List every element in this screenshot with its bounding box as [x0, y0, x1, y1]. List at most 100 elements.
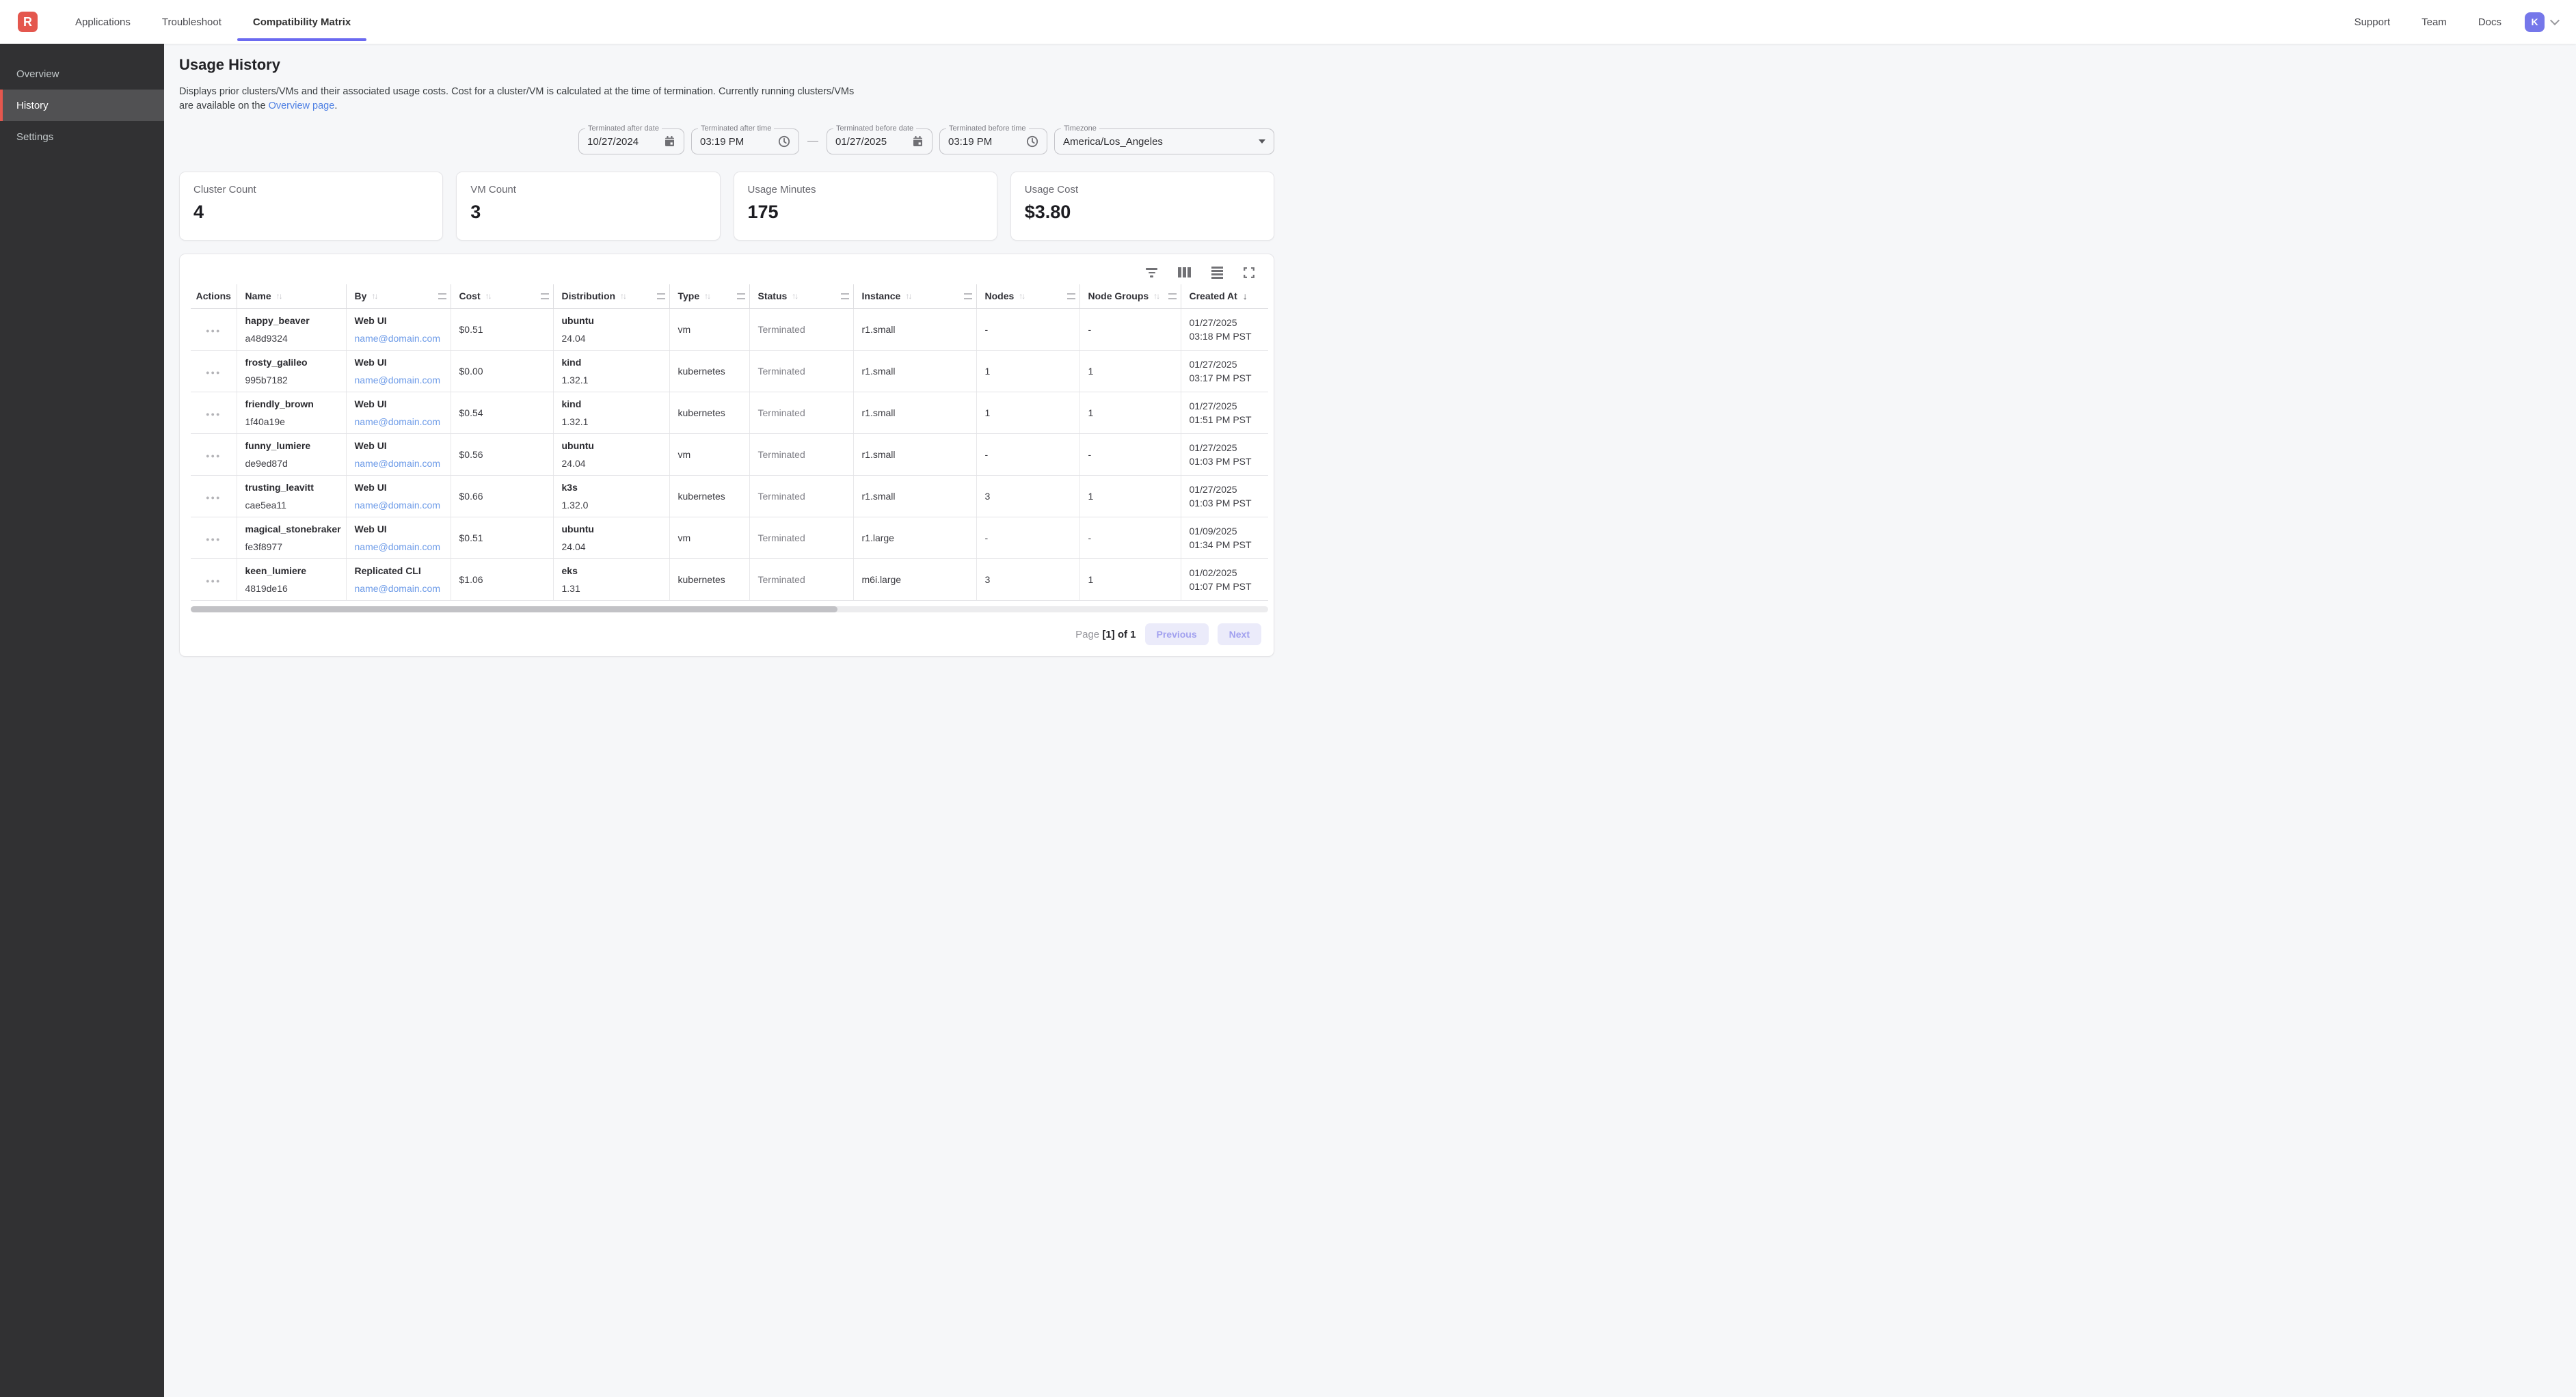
fullscreen-icon[interactable] [1244, 267, 1255, 278]
column-header-created-at[interactable]: Created At ↓ [1181, 284, 1268, 309]
avatar[interactable]: K [2525, 12, 2545, 32]
row-actions-kebab-button[interactable]: ●●● [206, 494, 222, 501]
column-menu-icon[interactable] [438, 293, 446, 299]
nav-right: Support Team Docs K [2323, 12, 2560, 32]
column-menu-icon[interactable] [540, 293, 549, 299]
sort-icon[interactable]: ↑↓ [905, 291, 912, 301]
status-cell: Terminated [749, 433, 854, 476]
sort-desc-icon[interactable]: ↓ [1242, 290, 1248, 302]
next-page-button[interactable]: Next [1217, 623, 1261, 645]
tab-applications[interactable]: Applications [75, 16, 131, 28]
stat-value: 4 [193, 202, 204, 222]
by-email-link[interactable]: name@domain.com [354, 458, 441, 469]
actions-cell: ●●● [191, 433, 237, 476]
sort-icon[interactable]: ↑↓ [620, 291, 627, 301]
by-email-link[interactable]: name@domain.com [354, 500, 441, 511]
clock-icon[interactable] [778, 135, 790, 148]
row-actions-kebab-button[interactable]: ●●● [206, 536, 222, 543]
by-source: Web UI [354, 398, 387, 409]
distribution-name: ubuntu [561, 440, 594, 451]
cost-cell: $0.56 [451, 433, 554, 476]
row-actions-kebab-button[interactable]: ●●● [206, 578, 222, 584]
replicated-logo[interactable]: R [18, 12, 38, 32]
distribution-version: 24.04 [561, 458, 586, 469]
created-at-cell: 01/09/2025 01:34 PM PST [1181, 517, 1268, 559]
by-email-link[interactable]: name@domain.com [354, 416, 441, 427]
created-date: 01/27/2025 [1189, 401, 1237, 411]
tab-compatibility-matrix[interactable]: Compatibility Matrix [237, 0, 367, 44]
sort-icon[interactable]: ↑↓ [371, 291, 378, 301]
sort-icon[interactable]: ↑↓ [1153, 291, 1160, 301]
sidebar-item-overview[interactable]: Overview [16, 68, 59, 80]
by-email-link[interactable]: name@domain.com [354, 541, 441, 552]
sidebar-item-settings[interactable]: Settings [16, 131, 54, 143]
sort-icon[interactable]: ↑↓ [792, 291, 799, 301]
stat-value: $3.80 [1024, 202, 1071, 222]
terminated-before-date-input[interactable]: Terminated before date 01/27/2025 [827, 124, 933, 154]
timezone-select[interactable]: Timezone America/Los_Angeles [1054, 124, 1274, 154]
columns-icon[interactable] [1178, 267, 1191, 278]
clock-icon[interactable] [1026, 135, 1038, 148]
instance-cell: m6i.large [853, 558, 977, 601]
column-header-by[interactable]: By ↑↓ [346, 284, 451, 309]
by-email-link[interactable]: name@domain.com [354, 583, 441, 594]
column-menu-icon[interactable] [656, 293, 665, 299]
field-label: Timezone [1061, 124, 1099, 133]
sort-icon[interactable]: ↑↓ [276, 291, 283, 301]
column-menu-icon[interactable] [1168, 293, 1177, 299]
by-email-link[interactable]: name@domain.com [354, 333, 441, 344]
nav-link-team[interactable]: Team [2421, 16, 2447, 28]
sort-icon[interactable]: ↑↓ [485, 291, 492, 301]
created-time: 03:18 PM PST [1189, 331, 1252, 342]
nodes-cell: - [976, 517, 1080, 559]
column-menu-icon[interactable] [963, 293, 972, 299]
nav-link-docs[interactable]: Docs [2478, 16, 2501, 28]
type-cell: vm [669, 433, 750, 476]
density-icon[interactable] [1211, 267, 1223, 279]
name-cell: friendly_brown 1f40a19e [237, 392, 347, 434]
column-header-cost[interactable]: Cost ↑↓ [451, 284, 554, 309]
terminated-after-time-input[interactable]: Terminated after time 03:19 PM [691, 124, 799, 154]
by-source: Web UI [354, 315, 387, 326]
column-menu-icon[interactable] [840, 293, 849, 299]
sort-icon[interactable]: ↑↓ [704, 291, 711, 301]
horizontal-scrollbar-thumb[interactable] [191, 606, 837, 612]
column-menu-icon[interactable] [736, 293, 745, 299]
row-actions-kebab-button[interactable]: ●●● [206, 411, 222, 418]
column-header-nodes[interactable]: Nodes ↑↓ [976, 284, 1080, 309]
column-header-name[interactable]: Name ↑↓ [237, 284, 347, 309]
row-actions-kebab-button[interactable]: ●●● [206, 452, 222, 459]
filter-icon[interactable] [1146, 268, 1157, 277]
dropdown-caret-icon[interactable] [1259, 139, 1265, 144]
horizontal-scrollbar-track[interactable] [191, 606, 1268, 612]
by-source: Web UI [354, 440, 387, 451]
sort-icon[interactable]: ↑↓ [1019, 291, 1025, 301]
cost-cell: $0.66 [451, 475, 554, 517]
sidebar-item-history[interactable]: History [0, 90, 164, 121]
overview-page-link[interactable]: Overview page [268, 100, 335, 111]
column-menu-icon[interactable] [1066, 293, 1075, 299]
node-groups-cell: 1 [1079, 392, 1181, 434]
chevron-down-icon[interactable] [2549, 15, 2560, 26]
name-cell: keen_lumiere 4819de16 [237, 558, 347, 601]
nav-link-support[interactable]: Support [2354, 16, 2391, 28]
tab-troubleshoot[interactable]: Troubleshoot [161, 16, 222, 28]
column-header-instance[interactable]: Instance ↑↓ [853, 284, 977, 309]
terminated-after-date-input[interactable]: Terminated after date 10/27/2024 [578, 124, 684, 154]
column-header-node-groups[interactable]: Node Groups ↑↓ [1079, 284, 1181, 309]
row-actions-kebab-button[interactable]: ●●● [206, 369, 222, 376]
previous-page-button[interactable]: Previous [1144, 623, 1209, 645]
cluster-id: a48d9324 [245, 333, 288, 344]
node-groups-cell: - [1079, 433, 1181, 476]
name-cell: funny_lumiere de9ed87d [237, 433, 347, 476]
by-email-link[interactable]: name@domain.com [354, 375, 441, 385]
row-actions-kebab-button[interactable]: ●●● [206, 327, 222, 334]
column-header-status[interactable]: Status ↑↓ [749, 284, 854, 309]
column-header-distribution[interactable]: Distribution ↑↓ [553, 284, 670, 309]
cluster-id: de9ed87d [245, 458, 288, 469]
calendar-icon[interactable] [664, 135, 675, 148]
calendar-icon[interactable] [912, 135, 924, 148]
table-row: ●●● happy_beaver a48d9324 Web UI name@domain… [191, 308, 1268, 351]
terminated-before-time-input[interactable]: Terminated before time 03:19 PM [939, 124, 1047, 154]
column-header-type[interactable]: Type ↑↓ [669, 284, 750, 309]
